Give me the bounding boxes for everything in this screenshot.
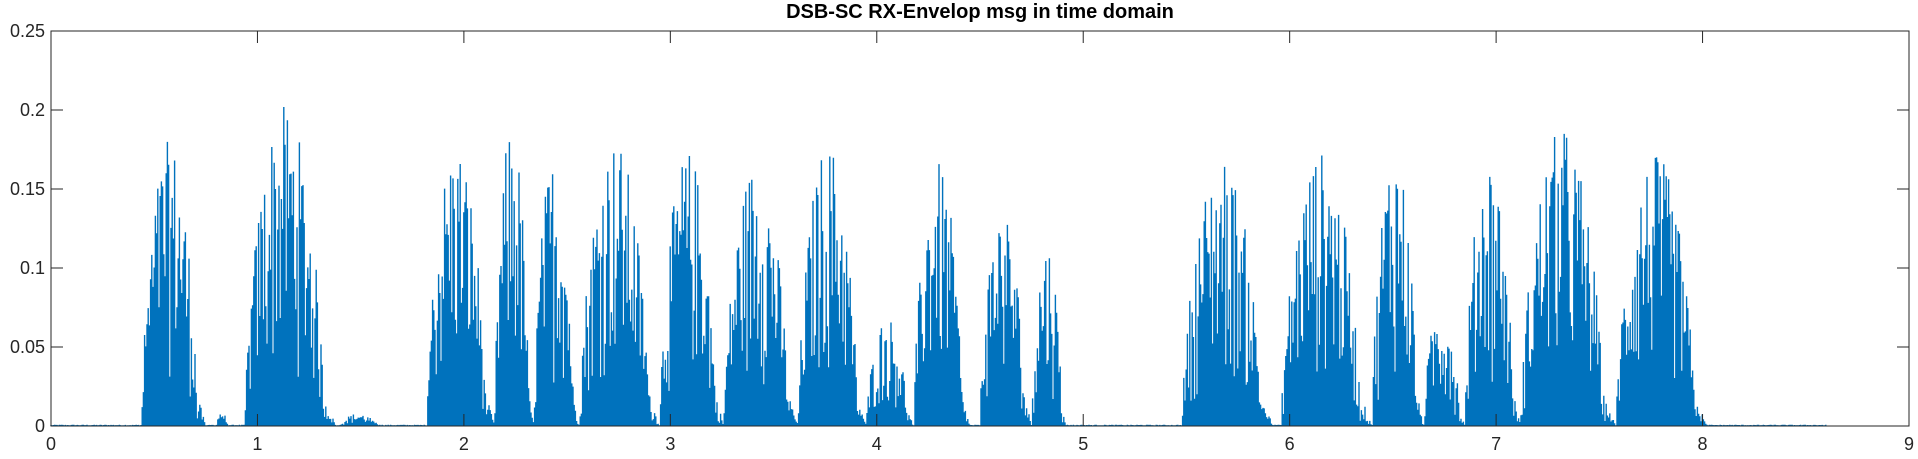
x-tick-label: 1 [252,434,262,454]
y-tick-labels: 0 0.05 0.1 0.15 0.2 0.25 [10,21,45,436]
x-tick-label: 2 [459,434,469,454]
x-tick-label: 4 [872,434,882,454]
y-tick-label: 0.25 [10,21,45,41]
y-tick-label: 0.2 [20,100,45,120]
chart-title: DSB-SC RX-Envelop msg in time domain [786,1,1174,23]
x-tick-label: 7 [1491,434,1501,454]
y-tick-label: 0.15 [10,179,45,199]
tick-marks [50,30,1910,427]
x-tick-label: 6 [1285,434,1295,454]
plot-axes [50,30,1910,427]
axes-box [50,30,1910,427]
y-tick-label: 0.05 [10,337,45,357]
y-tick-label: 0 [35,416,45,436]
x-tick-label: 3 [665,434,675,454]
x-tick-label: 0 [46,434,56,454]
x-tick-label: 9 [1904,434,1914,454]
x-tick-label: 8 [1698,434,1708,454]
y-tick-label: 0.1 [20,258,45,278]
x-tick-labels: 0 1 2 3 4 5 6 7 8 9 [46,434,1914,454]
x-tick-label: 5 [1078,434,1088,454]
